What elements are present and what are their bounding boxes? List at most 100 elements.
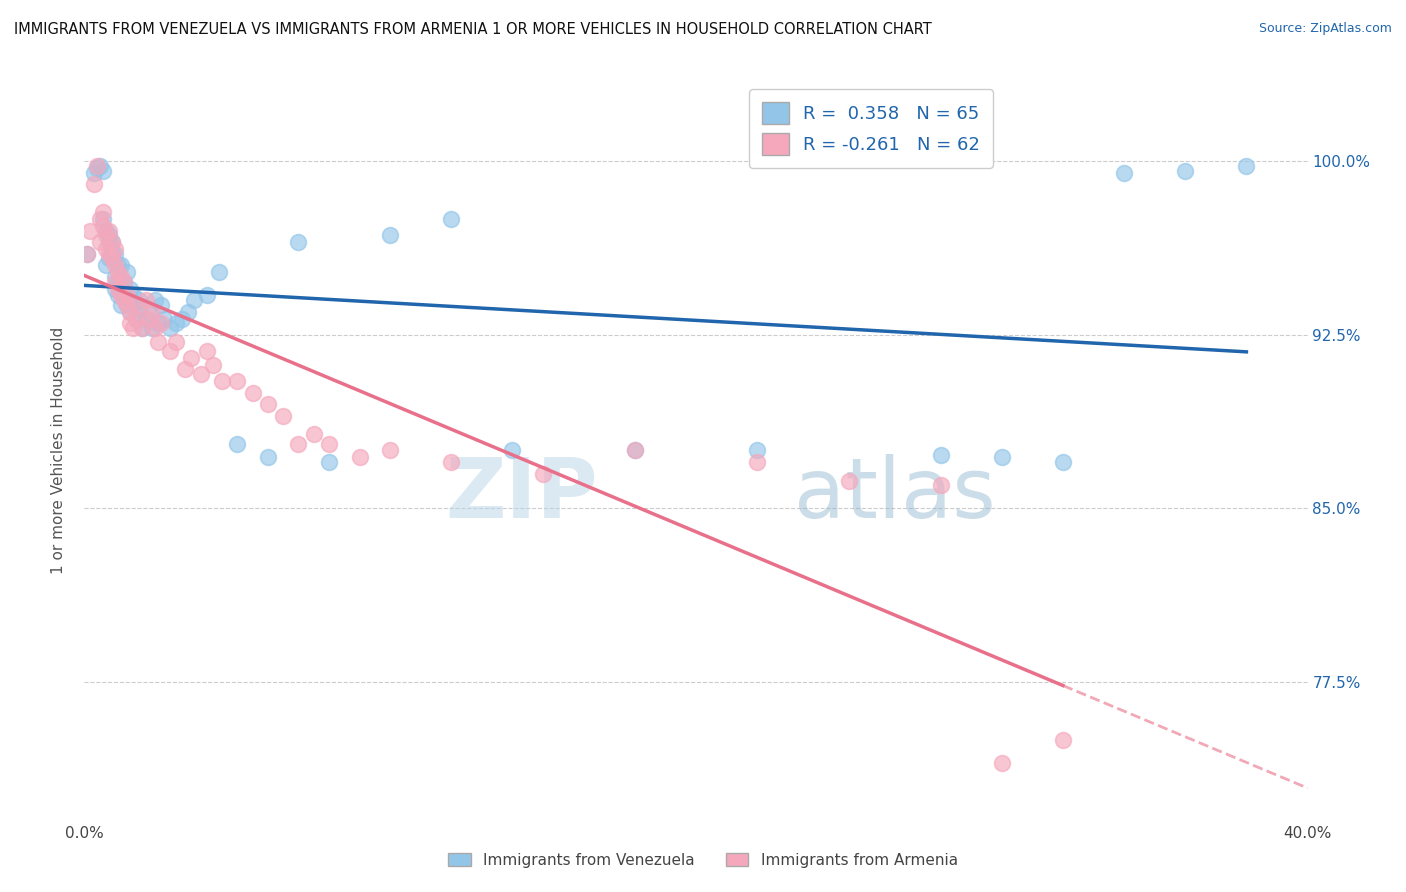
Point xyxy=(91,205,114,219)
Point xyxy=(101,235,124,250)
Legend: Immigrants from Venezuela, Immigrants from Armenia: Immigrants from Venezuela, Immigrants fr… xyxy=(440,845,966,875)
Point xyxy=(110,258,132,272)
Point xyxy=(115,265,138,279)
Point xyxy=(349,450,371,465)
Point xyxy=(190,367,212,381)
Point xyxy=(165,316,187,330)
Point xyxy=(120,293,142,307)
Point xyxy=(257,450,280,465)
Point xyxy=(143,321,166,335)
Point xyxy=(120,316,142,330)
Point xyxy=(287,235,309,250)
Point xyxy=(153,311,176,326)
Point xyxy=(929,448,952,462)
Point xyxy=(107,275,129,289)
Point xyxy=(211,374,233,388)
Point xyxy=(128,302,150,317)
Point xyxy=(180,351,202,365)
Point xyxy=(125,311,148,326)
Point xyxy=(138,311,160,326)
Point xyxy=(1174,163,1197,178)
Point xyxy=(195,288,218,302)
Point xyxy=(143,293,166,307)
Point xyxy=(89,159,111,173)
Point xyxy=(165,334,187,349)
Legend: R =  0.358   N = 65, R = -0.261   N = 62: R = 0.358 N = 65, R = -0.261 N = 62 xyxy=(749,89,993,168)
Point xyxy=(120,281,142,295)
Point xyxy=(201,358,224,372)
Y-axis label: 1 or more Vehicles in Household: 1 or more Vehicles in Household xyxy=(51,326,66,574)
Point xyxy=(97,224,120,238)
Point xyxy=(257,397,280,411)
Point xyxy=(624,443,647,458)
Point xyxy=(929,478,952,492)
Point xyxy=(94,228,117,243)
Point xyxy=(115,298,138,312)
Point xyxy=(174,362,197,376)
Point xyxy=(226,436,249,450)
Text: Source: ZipAtlas.com: Source: ZipAtlas.com xyxy=(1258,22,1392,36)
Point xyxy=(97,252,120,266)
Point xyxy=(107,265,129,279)
Point xyxy=(138,304,160,318)
Point xyxy=(101,252,124,266)
Point xyxy=(131,321,153,335)
Point xyxy=(83,178,105,192)
Point xyxy=(1114,166,1136,180)
Point xyxy=(94,242,117,256)
Point xyxy=(183,293,205,307)
Point xyxy=(122,298,145,312)
Point xyxy=(91,212,114,227)
Point xyxy=(440,212,463,227)
Point xyxy=(318,436,340,450)
Point xyxy=(195,343,218,358)
Point xyxy=(128,293,150,307)
Point xyxy=(107,281,129,295)
Point xyxy=(747,455,769,469)
Point xyxy=(226,374,249,388)
Point xyxy=(125,311,148,326)
Point xyxy=(1052,455,1074,469)
Text: atlas: atlas xyxy=(794,454,995,535)
Point xyxy=(380,443,402,458)
Point xyxy=(991,756,1014,770)
Point xyxy=(159,321,181,335)
Point xyxy=(76,247,98,261)
Point xyxy=(91,163,114,178)
Point xyxy=(104,269,127,284)
Point xyxy=(146,316,169,330)
Point xyxy=(159,343,181,358)
Text: IMMIGRANTS FROM VENEZUELA VS IMMIGRANTS FROM ARMENIA 1 OR MORE VEHICLES IN HOUSE: IMMIGRANTS FROM VENEZUELA VS IMMIGRANTS … xyxy=(14,22,932,37)
Point xyxy=(110,288,132,302)
Point xyxy=(97,235,120,250)
Point xyxy=(104,281,127,295)
Point xyxy=(112,288,135,302)
Point xyxy=(94,258,117,272)
Point xyxy=(135,293,157,307)
Point xyxy=(115,288,138,302)
Point xyxy=(120,304,142,318)
Point xyxy=(149,316,172,330)
Point xyxy=(131,321,153,335)
Point xyxy=(86,161,108,176)
Point xyxy=(149,298,172,312)
Text: ZIP: ZIP xyxy=(446,454,598,535)
Point xyxy=(104,242,127,256)
Point xyxy=(79,224,101,238)
Point xyxy=(271,409,294,423)
Point xyxy=(83,166,105,180)
Point xyxy=(624,443,647,458)
Point xyxy=(89,235,111,250)
Point xyxy=(380,228,402,243)
Point xyxy=(128,298,150,312)
Point xyxy=(531,467,554,481)
Point xyxy=(86,159,108,173)
Point xyxy=(112,293,135,307)
Point xyxy=(104,247,127,261)
Point xyxy=(177,304,200,318)
Point xyxy=(991,450,1014,465)
Point xyxy=(146,334,169,349)
Point xyxy=(107,288,129,302)
Point xyxy=(94,224,117,238)
Point xyxy=(302,427,325,442)
